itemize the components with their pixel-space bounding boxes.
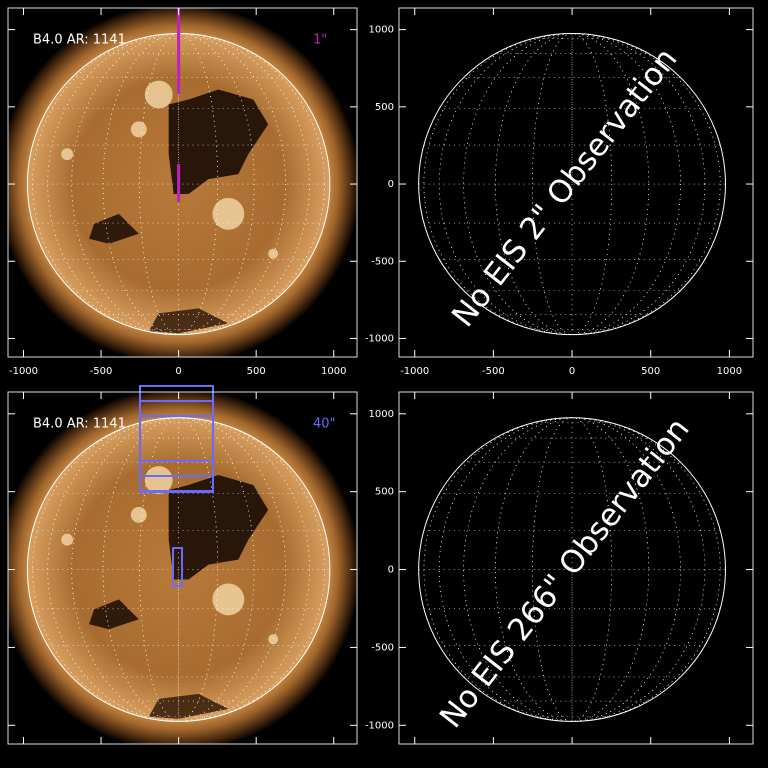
bright-region (130, 506, 147, 523)
annotation: 1" (313, 33, 327, 48)
coronal-hole (168, 475, 269, 580)
meridian (102, 33, 255, 335)
y-tick-label: 1000 (369, 25, 394, 36)
limb (26, 417, 331, 722)
panel-title: B4.0 AR: 1141 (33, 417, 126, 432)
annotation: No EIS 266" Observation (433, 411, 697, 734)
y-tick-label: -1000 (365, 720, 394, 731)
panel-content (418, 417, 726, 722)
y-tick-label: 1000 (369, 409, 394, 420)
limb (418, 417, 726, 722)
annotation: No EIS 2" Observation (445, 41, 684, 333)
x-tick-label: -500 (482, 366, 505, 377)
meridian (423, 33, 721, 335)
raster-box (172, 547, 183, 587)
raster-box (139, 475, 214, 492)
meridian (495, 417, 650, 722)
bright-region (268, 248, 279, 259)
bright-region (268, 634, 279, 645)
panel-content (8, 392, 357, 744)
coronal-hole (89, 213, 139, 244)
bright-region (144, 80, 173, 109)
coronal-hole (89, 599, 139, 630)
panel-content (8, 8, 357, 357)
bright-region (212, 197, 245, 230)
meridian (71, 417, 286, 722)
y-tick-label: 500 (375, 487, 394, 498)
panel: B4.0 AR: 1141 1" -1000 -500 0 500 1000 (7, 7, 358, 377)
x-tick-label: 0 (569, 366, 575, 377)
x-tick-label: -500 (90, 366, 113, 377)
panel-frame (398, 391, 754, 745)
x-tick-label: 500 (641, 366, 660, 377)
y-tick-label: -500 (371, 256, 394, 267)
y-tick-label: 500 (375, 102, 394, 113)
disk-grid (418, 33, 726, 335)
bright-region (61, 533, 74, 546)
y-tick-label: -1000 (365, 333, 394, 344)
meridian (47, 417, 310, 722)
meridian (32, 417, 326, 722)
panel-frame (398, 7, 754, 358)
bright-region (144, 466, 173, 494)
meridian (32, 33, 326, 335)
panel-content (418, 32, 726, 336)
meridian (463, 33, 681, 335)
annotation: 40" (313, 417, 336, 432)
meridian (47, 33, 310, 335)
x-tick-label: 0 (175, 366, 181, 377)
panel-title: B4.0 AR: 1141 (33, 33, 126, 48)
x-tick-label: -1000 (9, 366, 38, 377)
x-tick-label: 500 (247, 366, 266, 377)
panel: B4.0 AR: 1141 40" (7, 385, 358, 745)
y-tick-label: 0 (388, 565, 394, 576)
disk-grid (27, 417, 330, 722)
x-tick-label: 1000 (321, 366, 346, 377)
y-tick-label: -500 (371, 642, 394, 653)
panel: No EIS 2" Observation -1000 -500 0 500 1000 -1… (365, 7, 754, 377)
x-tick-label: -1000 (400, 366, 429, 377)
x-tick-label: 1000 (717, 366, 742, 377)
panel: No EIS 266" Observation -1000 -500 0 500 1000 (365, 391, 754, 745)
y-tick-label: 0 (388, 179, 394, 190)
panel-frame (7, 391, 358, 745)
meridian (438, 33, 706, 335)
bright-region (130, 121, 147, 138)
panel-frame (7, 7, 358, 358)
meridian (495, 33, 650, 335)
coronal-hole (168, 89, 269, 194)
bright-region (212, 583, 245, 616)
limb (418, 32, 726, 336)
bright-region (61, 148, 74, 161)
meridian (438, 417, 706, 722)
coronal-hole (148, 693, 229, 719)
